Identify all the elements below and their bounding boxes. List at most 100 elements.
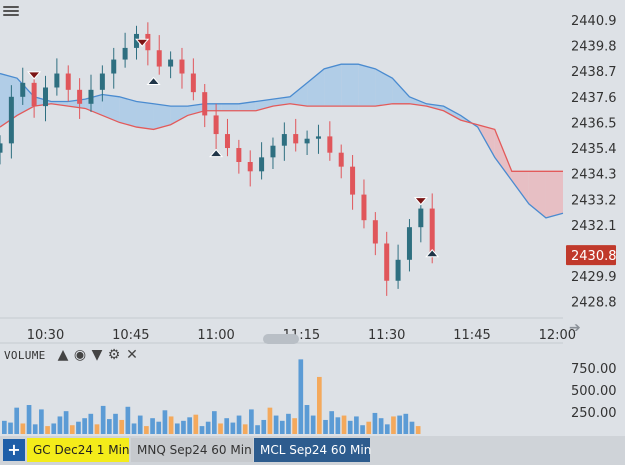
- tab-mnq-sep24[interactable]: MNQ Sep24 60 Min: [131, 438, 253, 462]
- candle-body: [281, 134, 287, 146]
- candle-body: [429, 208, 435, 256]
- candle-body: [111, 59, 117, 74]
- cloud-segment: [204, 103, 222, 111]
- candle-body: [315, 136, 321, 139]
- price-plot-area: [0, 0, 563, 318]
- menu-icon[interactable]: [3, 4, 19, 18]
- volume-bar: [162, 410, 168, 434]
- volume-bar: [76, 421, 81, 434]
- candle-body: [156, 50, 162, 67]
- volume-bar: [415, 426, 421, 434]
- time-axis-label: 12:00: [539, 328, 576, 343]
- sell-signal-marker: [135, 38, 150, 48]
- tab-gc-dec24[interactable]: GC Dec24 1 Min: [27, 438, 130, 462]
- volume-axis-label: 750.00: [571, 362, 617, 377]
- volume-bar: [199, 426, 205, 434]
- cloud-segment: [153, 103, 171, 130]
- volume-bar: [242, 424, 248, 434]
- volume-bar: [63, 411, 69, 434]
- last-price-label: 2430.8: [571, 249, 617, 264]
- volume-bar: [8, 422, 13, 434]
- time-axis-label: 10:45: [112, 328, 149, 343]
- candle-body: [361, 194, 367, 221]
- volume-bar: [212, 411, 217, 434]
- volume-bar: [286, 413, 291, 434]
- volume-bar: [218, 423, 223, 434]
- price-axis-label: 2429.9: [571, 270, 617, 285]
- price-axis-label: 2439.8: [571, 40, 617, 55]
- gear-icon[interactable]: ⚙: [107, 347, 121, 363]
- volume-bar: [341, 415, 347, 434]
- candle-body: [406, 227, 412, 260]
- volume-bar: [255, 425, 260, 434]
- price-axis-label: 2428.8: [571, 296, 617, 311]
- candle-body: [259, 157, 265, 172]
- price-axis-label: 2437.6: [571, 91, 617, 106]
- volume-bar: [397, 415, 402, 434]
- volume-bar: [310, 415, 316, 434]
- cloud-segment: [494, 129, 512, 181]
- volume-bar: [391, 416, 396, 434]
- volume-bar: [335, 417, 341, 434]
- volume-axis-label: 250.00: [571, 406, 617, 421]
- cloud-segment: [324, 64, 342, 107]
- buy-signal-marker: [425, 249, 440, 258]
- candle-body: [372, 220, 378, 244]
- volume-bar: [193, 414, 199, 434]
- cloud-segment: [528, 171, 546, 218]
- candle-body: [88, 89, 94, 104]
- chevron-down-icon[interactable]: ▼: [91, 347, 103, 363]
- volume-axis-label: 500.00: [571, 384, 617, 399]
- buy-signal-marker: [209, 148, 224, 158]
- volume-bar: [403, 413, 409, 434]
- price-axis-label: 2435.4: [571, 142, 617, 157]
- time-axis-label: 11:00: [197, 328, 234, 343]
- candle-body: [224, 134, 230, 149]
- cloud-segment: [443, 106, 461, 121]
- volume-bar: [224, 418, 230, 434]
- price-axis-label: 2440.9: [571, 14, 617, 29]
- volume-bar: [156, 421, 162, 434]
- volume-bar: [267, 407, 273, 434]
- volume-bar: [329, 411, 335, 434]
- cloud-segment: [170, 106, 188, 125]
- candle-body: [384, 243, 390, 281]
- candle-body: [327, 136, 333, 153]
- cloud-segment: [255, 99, 273, 111]
- last-price-badge: [566, 245, 616, 266]
- cloud-span-b-line: [0, 103, 563, 172]
- volume-bar: [69, 425, 75, 434]
- candle-body: [145, 33, 151, 51]
- volume-bar: [384, 424, 390, 434]
- volume-bar: [230, 422, 236, 434]
- candle-body: [168, 59, 174, 67]
- candle-body: [350, 166, 356, 195]
- eye-icon[interactable]: ◉: [73, 347, 87, 363]
- candle-body: [77, 89, 83, 104]
- volume-bar: [292, 418, 297, 434]
- add-tab-button[interactable]: +: [3, 439, 25, 461]
- candle-body: [133, 33, 139, 48]
- cloud-segment: [375, 68, 393, 107]
- volume-bar: [372, 412, 378, 434]
- volume-bar: [32, 424, 38, 434]
- price-axis-label: 2438.7: [571, 65, 617, 80]
- candle-body: [395, 259, 401, 281]
- close-icon[interactable]: ✕: [126, 347, 138, 363]
- volume-bar: [249, 409, 254, 434]
- time-scrollbar[interactable]: [263, 334, 299, 344]
- cloud-segment: [511, 171, 529, 204]
- chevron-up-icon[interactable]: ▲: [57, 347, 69, 363]
- cloud-segment: [358, 64, 376, 107]
- candle-body: [0, 143, 3, 153]
- candle-body: [42, 87, 48, 107]
- volume-bar: [323, 419, 328, 434]
- volume-bar: [100, 405, 106, 434]
- volume-bar: [360, 425, 365, 434]
- scroll-right-arrow-icon[interactable]: ➔: [569, 320, 581, 336]
- tab-mcl-sep24[interactable]: MCL Sep24 60 Min: [254, 438, 371, 462]
- price-axis-label: 2436.5: [571, 116, 617, 131]
- candle-body: [31, 82, 37, 107]
- volume-bar: [279, 420, 285, 434]
